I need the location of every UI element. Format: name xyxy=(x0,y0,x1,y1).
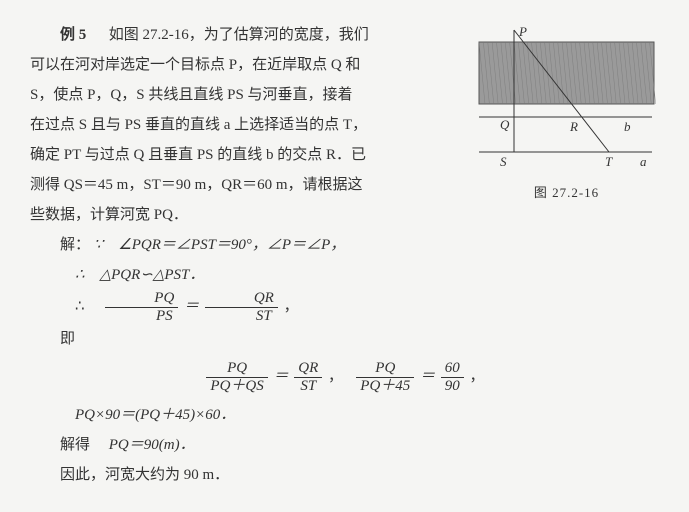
example-label: 例 5 xyxy=(60,27,86,43)
problem-line-1: 如图 27.2-16，为了估算河的宽度，我们 xyxy=(109,27,369,43)
svg-text:R: R xyxy=(569,119,578,134)
solution-step-6a: 解得 xyxy=(60,437,105,453)
frac-qr-st-2: QRST xyxy=(294,360,322,394)
svg-text:Q: Q xyxy=(500,117,510,132)
center-equation: PQPQ＋QS ＝ QRST ， PQPQ＋45 ＝ 6090 ， xyxy=(30,360,659,394)
figure-caption: 图 27.2-16 xyxy=(474,180,659,206)
solution-step-5: PQ×90＝(PQ＋45)×60． xyxy=(75,407,235,423)
figure-27-2-16: P Q S R Ta b 图 27.2-16 xyxy=(474,24,659,206)
svg-text:S: S xyxy=(500,154,507,169)
frac-60-90: 6090 xyxy=(441,360,464,394)
solution-step-4: 即 xyxy=(60,331,75,347)
solution-step-6b: PQ＝90(m)． xyxy=(109,437,195,453)
solution-step-7: 因此，河宽大约为 90 m． xyxy=(60,467,229,483)
solution-head: 解： xyxy=(60,237,90,253)
svg-text:a: a xyxy=(640,154,647,169)
solution-step-2: ∴ △PQR∽△PST． xyxy=(75,267,204,283)
figure-svg: P Q S R Ta b xyxy=(474,24,659,174)
svg-text:P: P xyxy=(518,24,527,39)
solution-step-3-prefix: ∴ xyxy=(75,298,100,314)
solution-step-1: ∵ ∠PQR＝∠PST＝90°，∠P＝∠P， xyxy=(94,237,345,253)
svg-text:T: T xyxy=(605,154,613,169)
svg-text:b: b xyxy=(624,119,631,134)
frac-qr-st: QRST xyxy=(205,290,278,324)
frac-pq-pqqs: PQPQ＋QS xyxy=(206,360,267,394)
frac-pq-pq45: PQPQ＋45 xyxy=(356,360,414,394)
frac-pq-ps: PQPS xyxy=(105,290,178,324)
